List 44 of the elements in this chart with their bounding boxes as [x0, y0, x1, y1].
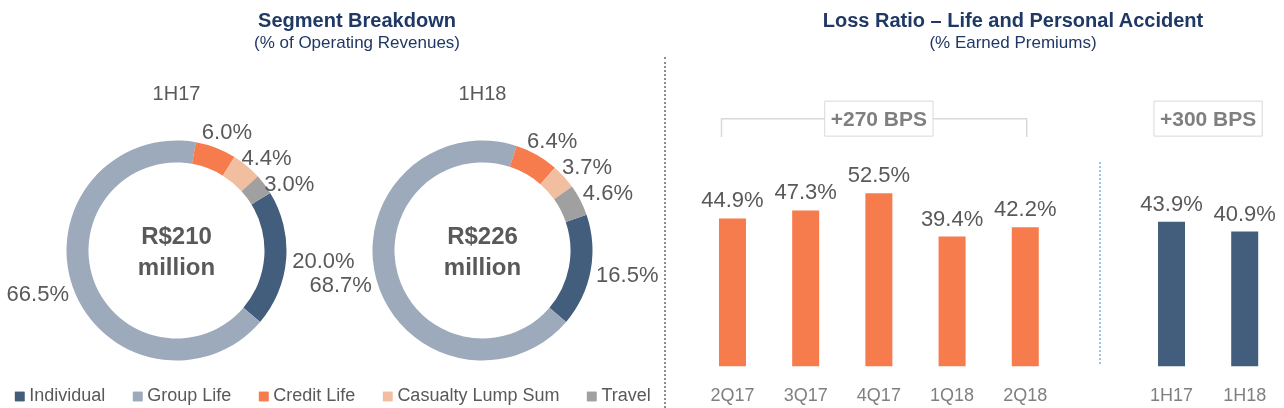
data-label: 52.5% [847, 162, 911, 188]
data-label: 4.4% [241, 145, 292, 171]
chart-subtitle: (% of Operating Revenues) [253, 32, 461, 53]
chart-title: Segment Breakdown [257, 8, 457, 32]
x-tick-label: 2Q18 [1003, 384, 1048, 405]
slice-label: 1H18 [458, 81, 507, 104]
data-label: 40.9% [1213, 200, 1276, 226]
legend-label: Credit Life [273, 385, 356, 406]
data-label: 4.6% [582, 179, 634, 205]
x-tick-label: 2Q17 [710, 384, 755, 405]
data-label: 68.7% [309, 272, 372, 298]
legend-label: Individual [29, 385, 106, 406]
x-tick-label: 3Q17 [783, 384, 828, 405]
data-label: 42.2% [994, 196, 1057, 222]
data-label: 6.4% [527, 127, 578, 153]
data-label: 16.5% [596, 261, 659, 287]
data-label: 39.4% [920, 205, 984, 231]
bar [938, 236, 966, 367]
chart-subtitle: (% Earned Premiums) [928, 32, 1098, 53]
slice-label: 1H17 [152, 81, 201, 104]
bar [865, 193, 893, 367]
data-label: 43.9% [1140, 190, 1203, 216]
x-tick-label: 1H18 [1223, 384, 1267, 405]
legend-label: Travel [601, 385, 651, 406]
data-label: 47.3% [774, 179, 837, 205]
x-tick-label: 4Q17 [856, 384, 901, 405]
data-label: 20.0% [292, 247, 355, 273]
data-label: 3.7% [561, 153, 613, 179]
text: R$210 million [137, 221, 216, 280]
data-label: 66.5% [6, 280, 69, 306]
text: R$226 million [443, 221, 522, 280]
x-tick-label: 1Q18 [930, 384, 975, 405]
legend-label: Group Life [147, 385, 232, 406]
chart-title: Loss Ratio – Life and Personal Accident [821, 8, 1205, 32]
bar [1011, 227, 1039, 367]
bar [718, 218, 746, 367]
text: +270 BPS [830, 107, 928, 131]
data-label: 44.9% [701, 187, 764, 213]
bar [792, 210, 820, 367]
x-tick-label: 1H17 [1150, 384, 1194, 405]
data-label: 6.0% [201, 119, 253, 145]
text: +300 BPS [1159, 107, 1257, 131]
legend-label: Casualty Lump Sum [397, 385, 560, 406]
data-label: 3.0% [264, 171, 315, 197]
